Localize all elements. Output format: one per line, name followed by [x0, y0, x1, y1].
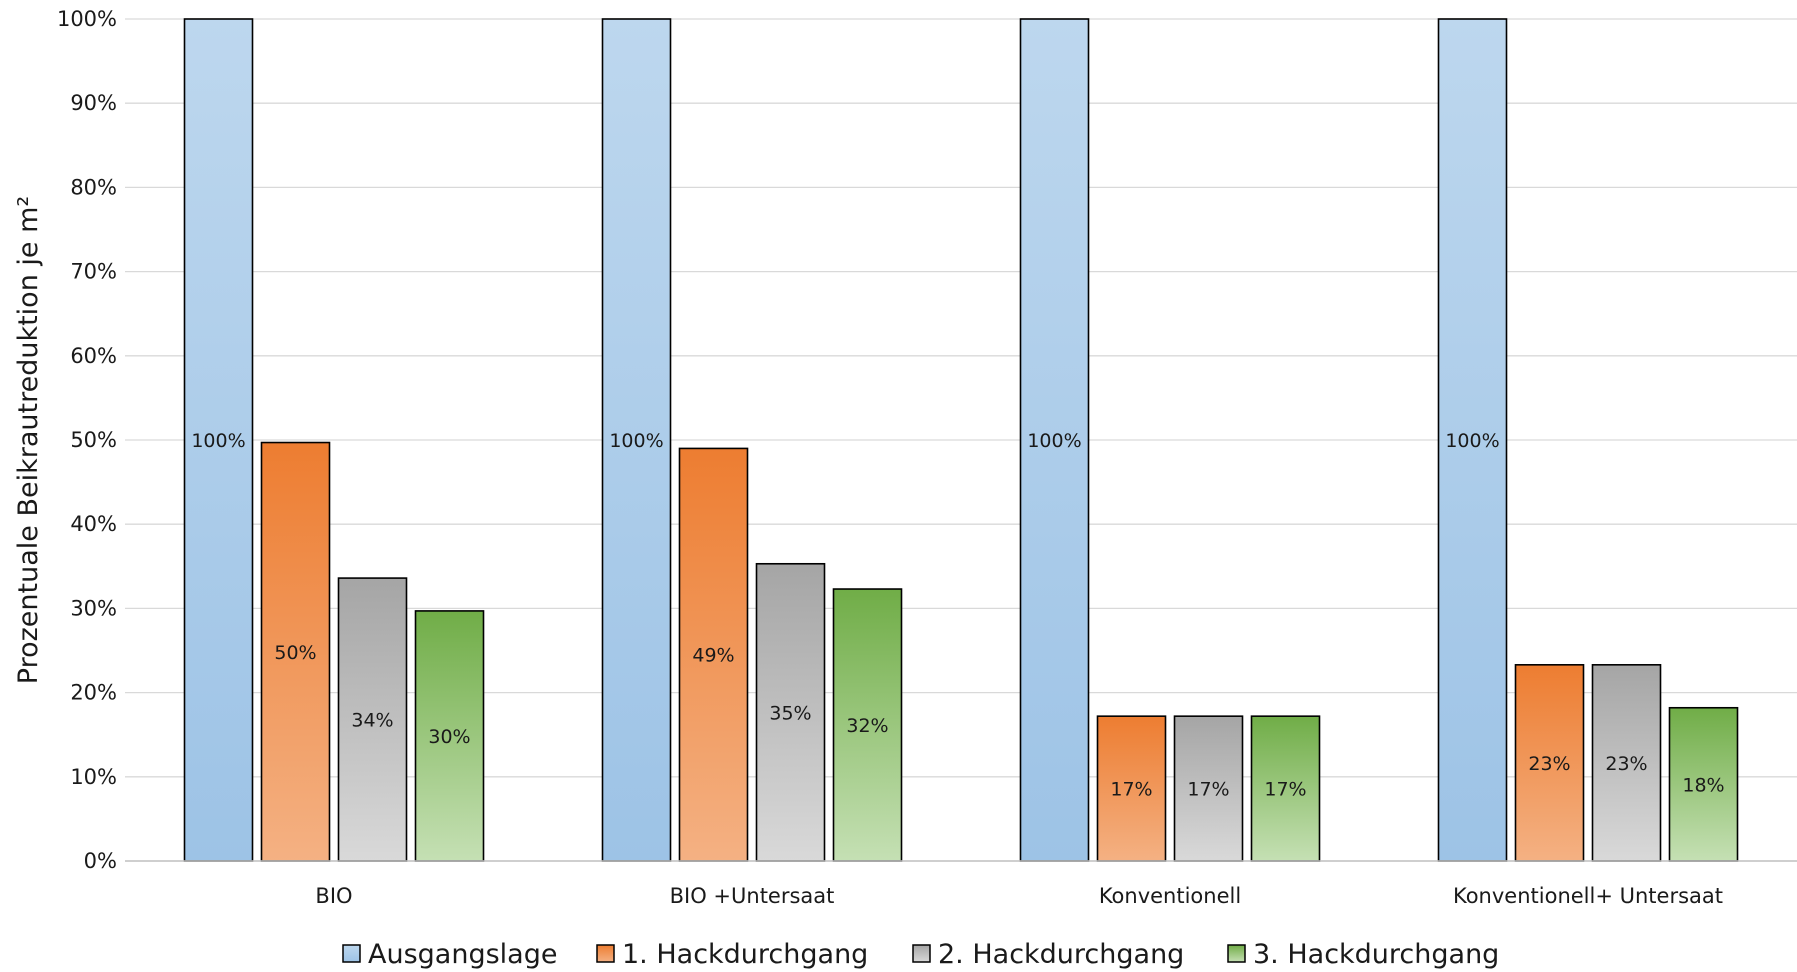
bar [601, 18, 672, 862]
legend-swatch [342, 944, 361, 963]
legend: Ausgangslage 1. Hackdurchgang 2. Hackdurch… [342, 939, 1499, 970]
y-tick-label: 100% [57, 7, 117, 31]
bar [1514, 664, 1585, 862]
data-label: 50% [274, 642, 316, 664]
x-tick-label: Konventionell [1099, 884, 1241, 908]
y-tick-label: 90% [70, 91, 117, 115]
data-label: 30% [428, 726, 470, 748]
y-axis-ticks: 0% 10% 20% 30% 40% 50% 60% 70% 80% 90% 100% [57, 7, 117, 873]
data-label: 100% [1027, 430, 1081, 452]
bar [755, 562, 826, 862]
y-tick-label: 30% [70, 596, 117, 620]
y-tick-label: 10% [70, 765, 117, 789]
bar [183, 18, 254, 862]
bar [1437, 18, 1508, 862]
data-label: 23% [1605, 753, 1647, 775]
bar [832, 588, 903, 862]
y-tick-label: 40% [70, 512, 117, 536]
y-tick-label: 20% [70, 681, 117, 705]
data-label: 23% [1528, 753, 1570, 775]
legend-label: Ausgangslage [368, 939, 557, 970]
data-label: 34% [351, 710, 393, 732]
y-tick-label: 0% [84, 849, 117, 873]
data-label: 32% [846, 715, 888, 737]
bar [678, 447, 749, 862]
data-label: 49% [692, 645, 734, 667]
data-label: 18% [1682, 774, 1724, 796]
bars [183, 18, 1739, 862]
legend-swatch [1227, 944, 1246, 963]
y-tick-label: 80% [70, 175, 117, 199]
legend-label: 2. Hackdurchgang [938, 939, 1184, 970]
x-tick-label: BIO [315, 884, 352, 908]
y-tick-label: 50% [70, 428, 117, 452]
data-label: 17% [1187, 779, 1229, 801]
legend-swatch [596, 944, 615, 963]
data-labels: 100% 50% 34% 30% 100% 49% 35% 32% 100% 17% 17% 17% 1… [191, 430, 1724, 801]
bar [414, 610, 485, 862]
bar [1173, 715, 1244, 862]
data-label: 17% [1264, 779, 1306, 801]
x-axis-categories: BIO BIO +Untersaat Konventionell Konvention… [315, 884, 1723, 908]
data-label: 100% [609, 430, 663, 452]
bar [1668, 706, 1739, 862]
data-label: 100% [1445, 430, 1499, 452]
bar [260, 441, 331, 862]
legend-label: 1. Hackdurchgang [622, 939, 868, 970]
x-tick-label: BIO +Untersaat [670, 884, 835, 908]
data-label: 17% [1110, 779, 1152, 801]
y-axis-label: Prozentuale Beikrautreduktion je m² [13, 196, 44, 684]
y-tick-label: 60% [70, 344, 117, 368]
legend-swatch [912, 944, 931, 963]
bar [1250, 715, 1321, 862]
bar [1591, 664, 1662, 862]
x-tick-label: Konventionell+ Untersaat [1453, 884, 1723, 908]
bar [1019, 18, 1090, 862]
data-label: 100% [191, 430, 245, 452]
bar [1096, 715, 1167, 862]
y-tick-label: 70% [70, 260, 117, 284]
legend-label: 3. Hackdurchgang [1253, 939, 1499, 970]
data-label: 35% [769, 702, 811, 724]
